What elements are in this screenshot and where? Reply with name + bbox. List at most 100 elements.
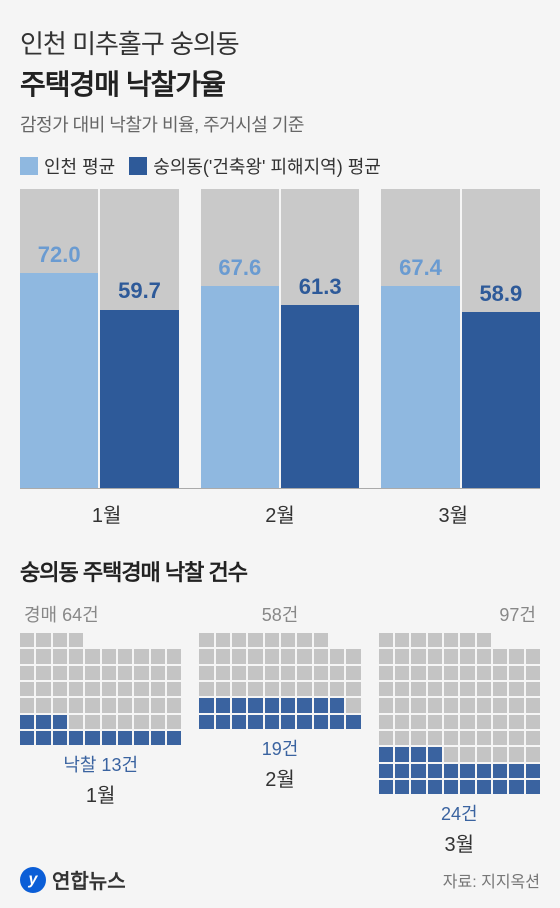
pictogram-cell — [395, 747, 409, 761]
pictogram-win-label: 19건 — [262, 735, 299, 761]
pictogram-cell — [346, 715, 360, 729]
pictogram-cell — [395, 731, 409, 745]
subtitle: 감정가 대비 낙찰가 비율, 주거시설 기준 — [20, 111, 540, 137]
pictogram-cell — [102, 698, 116, 712]
pictogram-cell — [151, 649, 165, 663]
pictogram-cell — [509, 731, 523, 745]
pictogram-cell — [265, 649, 279, 663]
pictogram-cell — [36, 633, 50, 647]
pictogram-cell — [265, 682, 279, 696]
pictogram-cell — [167, 682, 181, 696]
pictogram-cell — [411, 715, 425, 729]
pictogram-cell — [395, 649, 409, 663]
pictogram-cell — [379, 715, 393, 729]
pictogram-cell — [134, 666, 148, 680]
brand-text: 연합뉴스 — [52, 865, 126, 894]
pictogram-cell — [297, 649, 311, 663]
pictogram-cell — [460, 682, 474, 696]
bar: 72.0 — [20, 189, 98, 488]
title-line-1: 인천 미추홀구 숭의동 — [20, 24, 540, 61]
pictogram-cell — [20, 666, 34, 680]
pictogram-cell — [379, 731, 393, 745]
pictogram-cell — [167, 649, 181, 663]
pictogram-cell — [477, 633, 491, 647]
pictogram-cell — [85, 715, 99, 729]
legend-label-sungui: 숭의동('건축왕' 피해지역) 평균 — [153, 153, 381, 179]
pictogram-cell — [151, 633, 165, 647]
pictogram-cell — [36, 682, 50, 696]
bar: 67.6 — [201, 189, 279, 488]
pictogram-cell — [428, 780, 442, 794]
pictogram-cell — [314, 666, 328, 680]
bar-value — [462, 312, 540, 488]
pictogram-cell — [134, 682, 148, 696]
pictogram-title: 숭의동 주택경매 낙찰 건수 — [20, 555, 540, 587]
pictogram-cell — [20, 682, 34, 696]
pictogram-cell — [379, 780, 393, 794]
pictogram-cell — [199, 682, 213, 696]
pictogram-cell — [460, 666, 474, 680]
pictogram-cell — [509, 666, 523, 680]
pictogram-cell — [85, 649, 99, 663]
pictogram-cell — [428, 633, 442, 647]
pictogram-cell — [248, 715, 262, 729]
pictogram-cell — [53, 698, 67, 712]
pictogram-grid — [20, 633, 181, 745]
pictogram-cell — [248, 682, 262, 696]
pictogram-cell — [526, 649, 540, 663]
pictogram-cell — [411, 747, 425, 761]
pictogram-total-label: 경매 64건 — [20, 601, 99, 627]
pictogram-cell — [167, 698, 181, 712]
pictogram-cell — [411, 698, 425, 712]
footer: y 연합뉴스 자료: 지지옥션 — [20, 865, 540, 894]
pictogram-cell — [477, 649, 491, 663]
pictogram-cell — [36, 715, 50, 729]
pictogram-cell — [444, 715, 458, 729]
pictogram-cell — [411, 731, 425, 745]
pictogram-cell — [395, 666, 409, 680]
pictogram-cell — [281, 666, 295, 680]
pictogram-month-label: 1월 — [86, 779, 116, 808]
bar-value — [201, 286, 279, 488]
pictogram-cell — [36, 666, 50, 680]
pictogram-cell — [53, 633, 67, 647]
pictogram-cell — [102, 666, 116, 680]
pictogram-cell — [134, 715, 148, 729]
pictogram-cell — [69, 666, 83, 680]
pictogram-cell — [151, 715, 165, 729]
pictogram-win-label: 24건 — [441, 800, 478, 826]
pictogram-cell — [379, 682, 393, 696]
pictogram-cell — [216, 666, 230, 680]
bar-value-label: 67.4 — [381, 255, 459, 281]
pictogram-cell — [330, 666, 344, 680]
pictogram-cell — [69, 731, 83, 745]
bar-chart-xlabels: 1월2월3월 — [20, 499, 540, 528]
pictogram-column: 경매 64건낙찰 13건1월 — [20, 601, 181, 857]
legend-item-incheon: 인천 평균 — [20, 153, 115, 179]
pictogram-cell — [314, 633, 328, 647]
pictogram-cell — [477, 731, 491, 745]
pictogram-cell — [53, 682, 67, 696]
pictogram-cell — [379, 764, 393, 778]
pictogram-cell — [102, 682, 116, 696]
pictogram-cell — [216, 682, 230, 696]
pictogram-cell — [53, 731, 67, 745]
pictogram-cell — [411, 649, 425, 663]
pictogram-cell — [102, 715, 116, 729]
pictogram-cell — [493, 747, 507, 761]
pictogram-cell — [281, 649, 295, 663]
pictogram-cell — [85, 698, 99, 712]
pictogram-cell — [460, 780, 474, 794]
pictogram-cell — [53, 666, 67, 680]
pictogram-cell — [297, 633, 311, 647]
bar-value — [381, 286, 459, 488]
legend-label-incheon: 인천 평균 — [44, 153, 115, 179]
pictogram-cell — [428, 764, 442, 778]
bar: 59.7 — [100, 189, 178, 488]
bar-group: 67.458.9 — [381, 189, 540, 488]
bar-value — [20, 273, 98, 488]
pictogram-section: 숭의동 주택경매 낙찰 건수 경매 64건낙찰 13건1월58건19건2월97건… — [20, 555, 540, 857]
pictogram-cell — [460, 633, 474, 647]
pictogram-cell — [493, 715, 507, 729]
pictogram-cell — [444, 747, 458, 761]
